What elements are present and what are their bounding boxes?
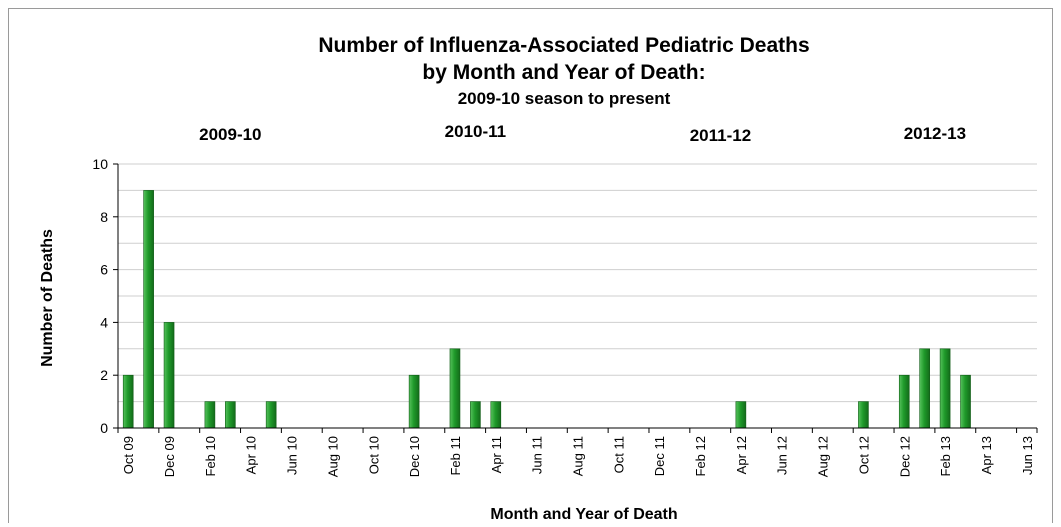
season-label: 2011-12 xyxy=(690,126,751,145)
season-label: 2009-10 xyxy=(199,125,261,144)
y-tick-label: 10 xyxy=(92,156,108,172)
season-label: 2012-13 xyxy=(904,124,966,143)
x-tick-label: Dec 09 xyxy=(162,436,177,477)
x-tick-label: Dec 10 xyxy=(407,436,422,477)
bar xyxy=(735,401,747,429)
bar xyxy=(408,374,420,429)
x-tick-label: Feb 12 xyxy=(693,436,708,476)
bar xyxy=(265,401,277,429)
x-tick-label: Jun 10 xyxy=(285,436,300,475)
bar xyxy=(225,401,236,429)
chart-title-line-3: 2009-10 season to present xyxy=(458,89,671,108)
x-tick-label: Feb 10 xyxy=(203,436,218,476)
season-labels: 2009-10 2010-11 2011-12 2012-13 xyxy=(199,122,966,145)
bar xyxy=(449,348,461,429)
season-label: 2010-11 xyxy=(445,122,506,141)
y-tick-label: 2 xyxy=(100,367,108,383)
x-tick-label: Jun 11 xyxy=(530,436,545,474)
chart-frame xyxy=(8,8,1053,523)
x-tick-label: Apr 10 xyxy=(244,436,259,474)
bar xyxy=(919,348,930,429)
bar xyxy=(960,374,971,429)
x-tick-label: Jun 12 xyxy=(775,436,790,475)
y-tick-label: 4 xyxy=(100,314,108,330)
bar xyxy=(898,374,910,429)
y-tick-label: 8 xyxy=(100,209,108,225)
x-tick-label: Dec 12 xyxy=(897,436,912,477)
bar xyxy=(163,322,175,429)
x-tick-label: Oct 10 xyxy=(366,436,381,474)
bar xyxy=(858,401,869,429)
bar xyxy=(490,401,502,429)
y-axis-label: Number of Deaths xyxy=(39,229,56,367)
x-tick-label: Apr 12 xyxy=(734,436,749,474)
x-tick-label: Oct 11 xyxy=(611,436,626,473)
x-tick-label: Aug 10 xyxy=(325,436,340,477)
bar xyxy=(470,401,481,429)
x-tick-label: Dec 11 xyxy=(652,436,667,476)
x-tick-label: Oct 09 xyxy=(121,436,136,474)
x-tick-label: Apr 13 xyxy=(979,436,994,474)
chart-title-line-2: by Month and Year of Death: xyxy=(422,61,705,84)
x-tick-label: Aug 11 xyxy=(571,436,586,476)
bar xyxy=(143,190,154,429)
y-tick-label: 6 xyxy=(100,262,108,278)
x-tick-label: Jun 13 xyxy=(1020,436,1035,475)
y-tick-label: 0 xyxy=(100,420,108,436)
x-tick-label: Oct 12 xyxy=(856,436,871,474)
x-tick-label: Feb 11 xyxy=(448,436,463,476)
gridlines xyxy=(118,163,1037,403)
x-tick-label: Aug 12 xyxy=(816,436,831,477)
y-axis: 0 2 4 6 8 10 xyxy=(92,156,119,436)
x-axis-label: Month and Year of Death xyxy=(490,506,677,523)
x-axis: Oct 09 Dec 09 Feb 10 Apr 10 Jun 10 Aug 10 Oct … xyxy=(117,427,1038,477)
x-tick-label: Apr 11 xyxy=(489,436,504,473)
bars xyxy=(122,190,971,429)
bar xyxy=(939,348,951,429)
chart-title-line-1: Number of Influenza-Associated Pediatric… xyxy=(318,34,809,57)
bar xyxy=(122,374,134,429)
x-tick-label: Feb 13 xyxy=(938,436,953,476)
bar xyxy=(204,401,216,429)
